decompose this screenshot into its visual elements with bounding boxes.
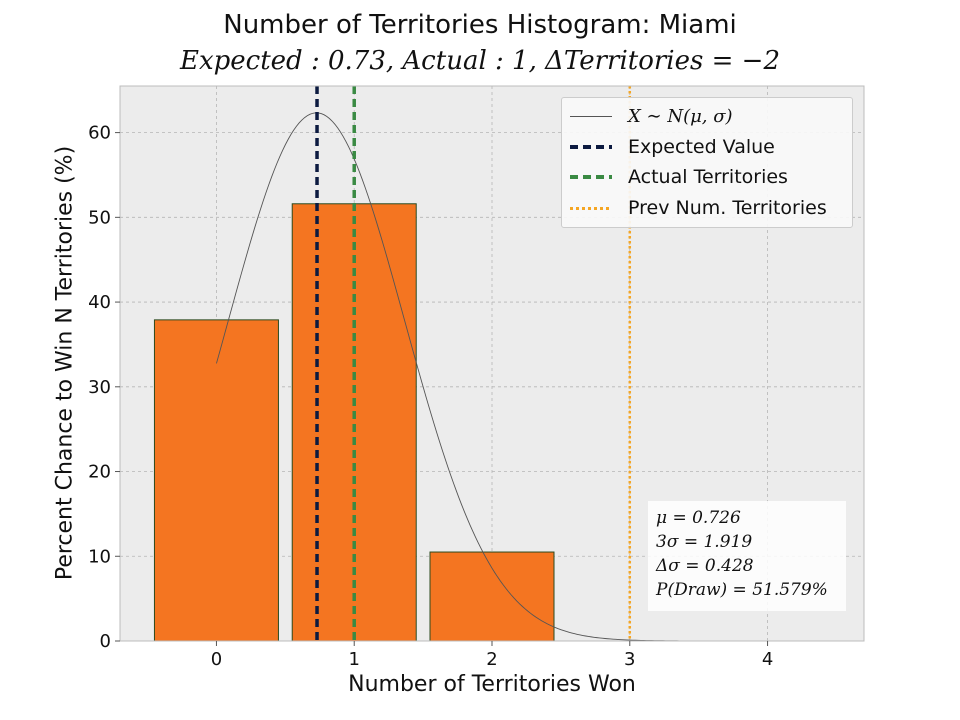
legend-swatch-normal: [570, 115, 612, 117]
x-tick-label: 4: [762, 649, 773, 670]
stats-3sigma: 3σ = 1.919: [656, 532, 753, 552]
bar-0: [153, 319, 279, 642]
y-tick-label: 20: [88, 462, 111, 483]
legend-label-prev: Prev Num. Territories: [628, 197, 827, 219]
chart-title: Number of Territories Histogram: Miami: [223, 10, 737, 40]
y-tick-label: 0: [100, 631, 111, 652]
legend-swatch-prev: [570, 206, 612, 210]
legend-swatch-actual: [570, 175, 612, 179]
stats-delta-sigma: Δσ = 0.428: [656, 556, 754, 576]
legend-label-expected: Expected Value: [628, 136, 775, 158]
stats-box: μ = 0.726 3σ = 1.919 Δσ = 0.428 P(Draw) …: [648, 501, 846, 611]
y-axis-ticks: 0 10 20 30 40 50 60: [88, 123, 120, 652]
y-tick-label: 50: [88, 207, 111, 228]
legend-swatch-expected: [570, 145, 612, 149]
x-tick-label: 3: [624, 649, 635, 670]
legend-entry-prev: Prev Num. Territories: [570, 193, 827, 223]
x-axis-label: Number of Territories Won: [348, 672, 636, 697]
x-tick-label: 0: [211, 649, 222, 670]
chart-subtitle: Expected : 0.73, Actual : 1, ΔTerritorie…: [179, 46, 780, 76]
legend-entry-expected: Expected Value: [570, 132, 775, 162]
stats-p-draw: P(Draw) = 51.579%: [656, 580, 828, 600]
y-tick-label: 30: [88, 377, 111, 398]
legend-label-actual: Actual Territories: [628, 166, 788, 188]
y-tick-label: 40: [88, 292, 111, 313]
y-tick-label: 60: [88, 123, 111, 144]
legend: X ∼ N(μ, σ) Expected Value Actual Territ…: [561, 97, 853, 228]
y-tick-label: 10: [88, 546, 111, 567]
x-tick-label: 1: [348, 649, 359, 670]
x-tick-label: 2: [486, 649, 497, 670]
legend-entry-actual: Actual Territories: [570, 162, 788, 192]
y-axis-label: Percent Chance to Win N Territories (%): [52, 145, 78, 581]
legend-label-normal: X ∼ N(μ, σ): [628, 105, 733, 127]
bar-2: [429, 551, 555, 642]
stats-mu: μ = 0.726: [656, 508, 741, 528]
x-axis-ticks: 0 1 2 3 4: [211, 641, 773, 670]
legend-entry-normal: X ∼ N(μ, σ): [570, 101, 733, 131]
